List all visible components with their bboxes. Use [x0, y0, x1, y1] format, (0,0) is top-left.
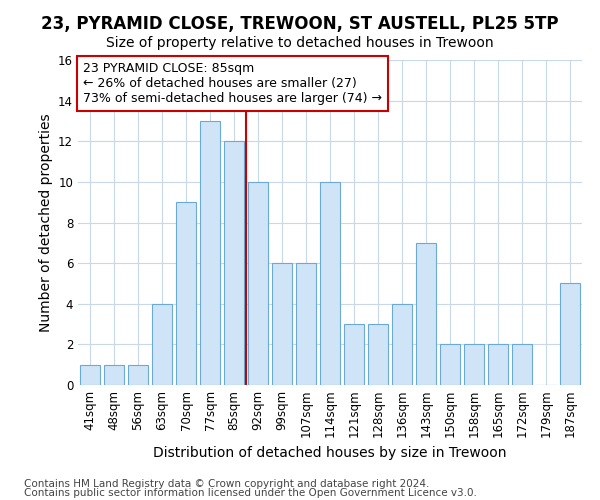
Bar: [248, 182, 268, 385]
Bar: [272, 263, 292, 385]
Bar: [320, 182, 340, 385]
Bar: [512, 344, 532, 385]
Text: Contains public sector information licensed under the Open Government Licence v3: Contains public sector information licen…: [24, 488, 477, 498]
Text: 23 PYRAMID CLOSE: 85sqm
← 26% of detached houses are smaller (27)
73% of semi-de: 23 PYRAMID CLOSE: 85sqm ← 26% of detache…: [83, 62, 382, 105]
Bar: [416, 243, 436, 385]
Bar: [296, 263, 316, 385]
Bar: [440, 344, 460, 385]
Bar: [224, 141, 244, 385]
Bar: [128, 364, 148, 385]
X-axis label: Distribution of detached houses by size in Trewoon: Distribution of detached houses by size …: [153, 446, 507, 460]
Bar: [104, 364, 124, 385]
Bar: [80, 364, 100, 385]
Bar: [560, 284, 580, 385]
Bar: [488, 344, 508, 385]
Bar: [464, 344, 484, 385]
Text: 23, PYRAMID CLOSE, TREWOON, ST AUSTELL, PL25 5TP: 23, PYRAMID CLOSE, TREWOON, ST AUSTELL, …: [41, 15, 559, 33]
Bar: [152, 304, 172, 385]
Bar: [344, 324, 364, 385]
Bar: [176, 202, 196, 385]
Y-axis label: Number of detached properties: Number of detached properties: [38, 113, 53, 332]
Bar: [368, 324, 388, 385]
Text: Contains HM Land Registry data © Crown copyright and database right 2024.: Contains HM Land Registry data © Crown c…: [24, 479, 430, 489]
Bar: [200, 121, 220, 385]
Text: Size of property relative to detached houses in Trewoon: Size of property relative to detached ho…: [106, 36, 494, 50]
Bar: [392, 304, 412, 385]
